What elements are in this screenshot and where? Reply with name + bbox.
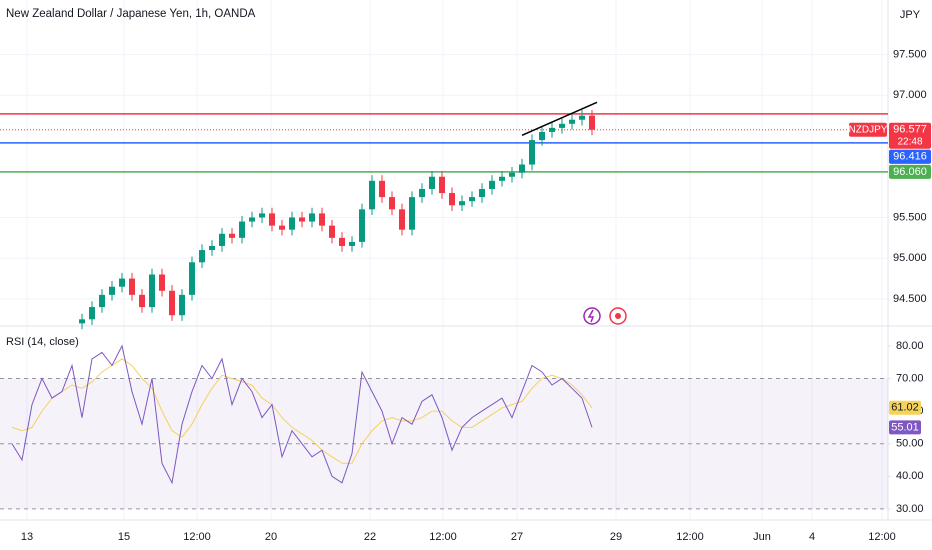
candle-body <box>339 237 345 246</box>
candle-body <box>129 278 135 295</box>
candle-body <box>539 131 545 141</box>
x-tick-label: 15 <box>118 531 130 543</box>
candle-body <box>359 209 365 242</box>
candle-body <box>279 225 285 230</box>
candle-body <box>329 225 335 238</box>
candle-body <box>179 294 185 316</box>
candle-body <box>449 193 455 206</box>
grid <box>0 0 888 520</box>
y-tick-label: 50.00 <box>896 438 924 450</box>
candle-body <box>209 245 215 251</box>
y-tick-label: 30.00 <box>896 503 924 515</box>
rsi-title: RSI (14, close) <box>6 336 79 348</box>
candle-body <box>79 319 85 324</box>
symbol-tag: NZDJPY <box>849 124 888 135</box>
value-label-box <box>889 420 921 435</box>
value-label: 55.01 <box>891 421 919 433</box>
candle-body <box>139 294 145 308</box>
candle-body <box>159 274 165 291</box>
candle-body <box>439 176 445 194</box>
y-tick-label: 95.500 <box>893 211 927 223</box>
candle-body <box>589 115 595 130</box>
chart-title: New Zealand Dollar / Japanese Yen, 1h, O… <box>6 8 256 20</box>
candle-body <box>469 197 475 202</box>
x-tick-label: 4 <box>809 531 815 543</box>
candle-body <box>579 115 585 120</box>
x-tick-label: 12:00 <box>183 531 211 543</box>
trendline <box>521 101 598 136</box>
candle-body <box>259 213 265 218</box>
y-tick-label: 97.500 <box>893 48 927 60</box>
candle-body <box>319 213 325 226</box>
price-label-box <box>889 164 931 179</box>
candle-body <box>499 176 505 181</box>
x-tick-label: Jun <box>753 531 771 543</box>
candle-body <box>549 127 555 132</box>
candle-body <box>529 140 535 165</box>
candle-body <box>489 180 495 189</box>
candle-body <box>149 274 155 308</box>
candle-body <box>99 294 105 308</box>
y-tick-label: 94.500 <box>893 293 927 305</box>
candle-body <box>289 217 295 230</box>
rsi-line <box>11 344 593 485</box>
value-label: 61.02 <box>891 402 919 414</box>
candle-body <box>249 217 255 222</box>
candle-body <box>349 241 355 246</box>
x-tick-label: 29 <box>610 531 622 543</box>
candle-body <box>389 197 395 210</box>
candle-body <box>479 188 485 198</box>
candle-body <box>219 233 225 246</box>
candle-body <box>239 221 245 238</box>
currency-label[interactable]: JPY <box>900 9 921 21</box>
candle-body <box>519 164 525 173</box>
candle-body <box>199 250 205 263</box>
y-tick-label: 97.000 <box>893 89 927 101</box>
x-tick-label: 22 <box>364 531 376 543</box>
x-tick-label: 20 <box>265 531 277 543</box>
candle-body <box>89 307 95 320</box>
x-tick-label: 13 <box>21 531 33 543</box>
y-tick-label: 95.000 <box>893 252 927 264</box>
price-label: 96.060 <box>893 166 927 178</box>
symbol-tag-box <box>849 122 887 137</box>
candle-body <box>169 290 175 316</box>
candle-body <box>399 209 405 230</box>
alert-icon[interactable] <box>583 307 601 325</box>
candle-body <box>429 176 435 189</box>
candle-body <box>419 188 425 198</box>
y-tick-label: 80.00 <box>896 340 924 352</box>
x-tick-label: 12:00 <box>429 531 457 543</box>
value-label-box <box>889 400 921 415</box>
countdown: 22:48 <box>897 136 922 147</box>
last-price-box <box>889 122 931 149</box>
candle-body <box>119 278 125 287</box>
price-label: 96.416 <box>893 151 927 163</box>
x-tick-label: 12:00 <box>868 531 896 543</box>
candle-body <box>559 123 565 128</box>
candle-body <box>269 213 275 226</box>
last-price: 96.577 <box>893 124 927 136</box>
candle-body <box>509 172 515 177</box>
x-tick-label: 27 <box>511 531 523 543</box>
candle-body <box>309 213 315 222</box>
candle-body <box>379 180 385 198</box>
x-tick-label: 12:00 <box>676 531 704 543</box>
y-tick-label: 40.00 <box>896 470 924 482</box>
rsi-line <box>11 358 593 464</box>
y-tick-label: 70.00 <box>896 372 924 384</box>
candle-body <box>369 180 375 210</box>
candle-body <box>299 217 305 222</box>
candle-body <box>569 119 575 124</box>
price-label-box <box>889 149 931 164</box>
candle-body <box>189 262 195 295</box>
candle-body <box>459 201 465 206</box>
record-icon[interactable] <box>609 307 627 325</box>
candle-body <box>229 233 235 238</box>
candle-body <box>109 286 115 295</box>
candle-body <box>409 197 415 230</box>
